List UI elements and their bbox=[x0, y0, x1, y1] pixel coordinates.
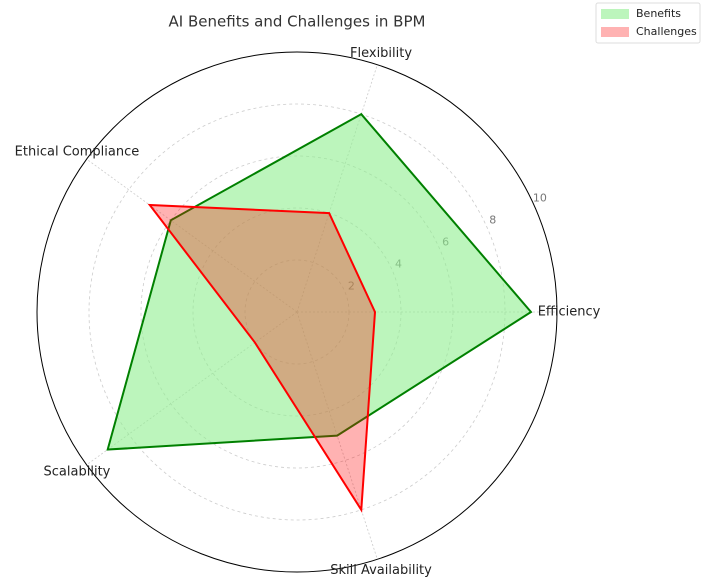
legend-label: Challenges bbox=[636, 25, 697, 38]
r-tick-label: 8 bbox=[489, 214, 496, 227]
outer-frame bbox=[36, 51, 558, 573]
category-label: Ethical Compliance bbox=[15, 145, 140, 160]
r-tick-label: 10 bbox=[533, 192, 547, 205]
category-label: Flexibility bbox=[350, 46, 412, 61]
chart-title: AI Benefits and Challenges in BPM bbox=[169, 13, 426, 31]
series-area bbox=[149, 205, 375, 510]
legend-swatch bbox=[601, 27, 629, 37]
series-line bbox=[106, 112, 533, 451]
category-label: Scalability bbox=[44, 464, 111, 479]
legend: Benefits Challenges bbox=[595, 2, 701, 44]
series-line bbox=[147, 203, 377, 513]
category-label: Skill Availability bbox=[330, 563, 432, 577]
series-area bbox=[107, 114, 531, 450]
category-label: Efficiency bbox=[538, 305, 601, 320]
legend-label: Benefits bbox=[636, 7, 681, 20]
legend-swatch bbox=[601, 9, 629, 19]
